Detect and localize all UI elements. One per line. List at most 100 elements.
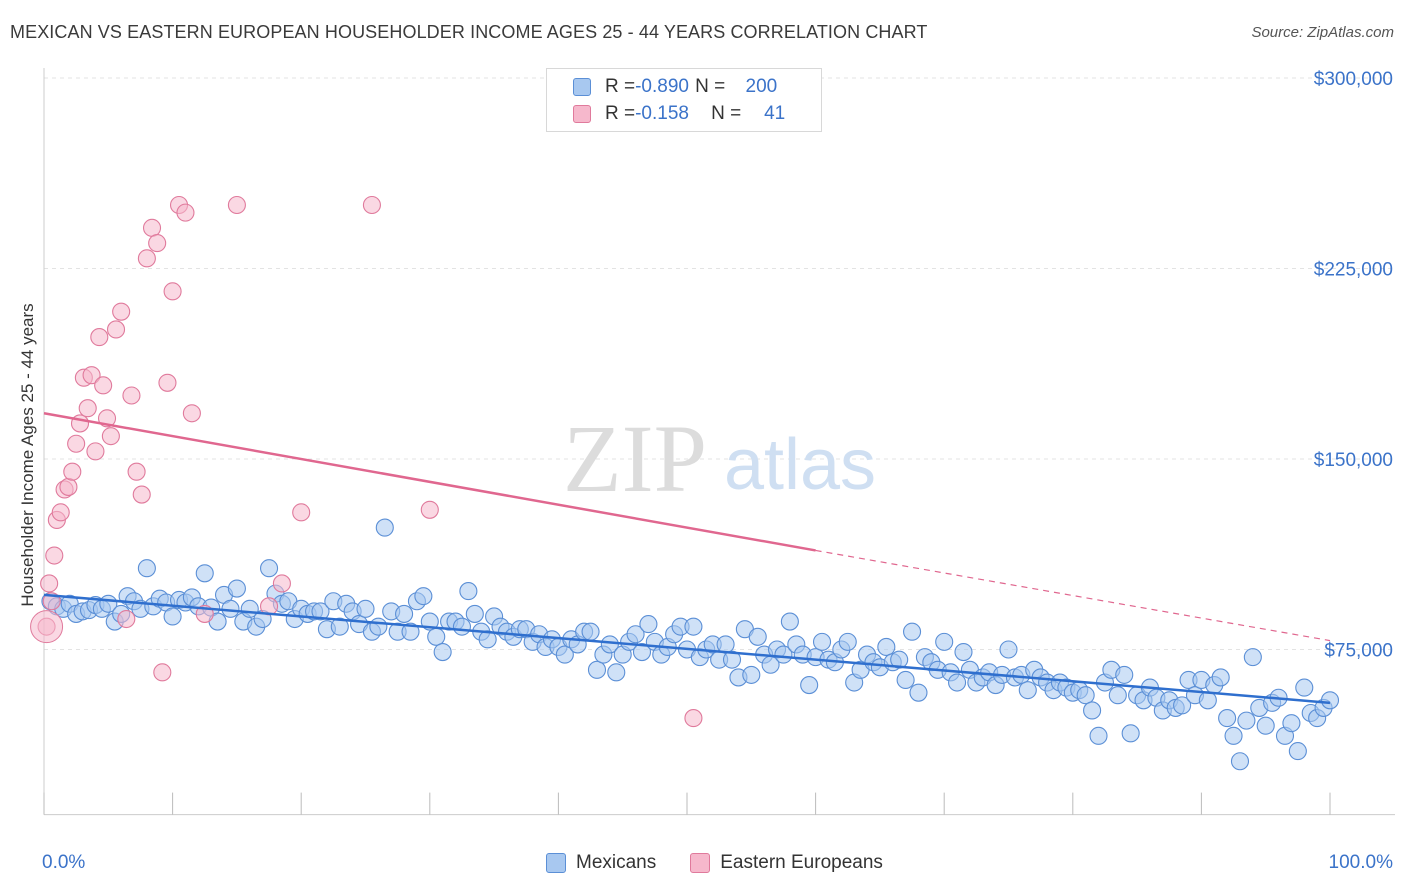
point-mexicans bbox=[877, 637, 896, 657]
trend-line-eastern-europeans bbox=[43, 412, 816, 552]
point-eastern-europeans bbox=[90, 328, 109, 347]
point-mexicans bbox=[1218, 709, 1237, 728]
point-eastern-europeans bbox=[86, 442, 105, 461]
legend-swatch-eastern-europeans bbox=[690, 853, 711, 873]
point-mexicans bbox=[1083, 701, 1102, 720]
point-eastern-europeans bbox=[112, 302, 131, 321]
y-tick-label: $150,000 bbox=[1314, 450, 1393, 471]
watermark-atlas: atlas bbox=[724, 425, 876, 505]
source-label: Source: ZipAtlas.com bbox=[1251, 24, 1394, 41]
point-mexicans bbox=[748, 627, 767, 646]
point-mexicans bbox=[1076, 686, 1095, 705]
point-mexicans bbox=[401, 622, 420, 641]
point-eastern-europeans bbox=[45, 546, 64, 565]
chart-title: MEXICAN VS EASTERN EUROPEAN HOUSEHOLDER … bbox=[10, 22, 928, 42]
point-mexicans bbox=[1089, 726, 1108, 745]
point-mexicans bbox=[375, 518, 394, 537]
point-mexicans bbox=[356, 599, 375, 618]
point-mexicans bbox=[812, 632, 832, 651]
point-mexicans bbox=[581, 622, 600, 641]
legend-r-label: R = bbox=[605, 103, 636, 124]
point-eastern-europeans bbox=[101, 427, 120, 446]
point-mexicans bbox=[1198, 691, 1217, 710]
point-eastern-europeans bbox=[158, 373, 177, 392]
y-tick-label: $225,000 bbox=[1314, 260, 1393, 281]
point-eastern-europeans bbox=[63, 462, 82, 481]
point-mexicans bbox=[1224, 726, 1243, 745]
point-mexicans bbox=[1211, 668, 1230, 687]
point-eastern-europeans bbox=[122, 386, 141, 405]
legend-r-value: -0.158 bbox=[635, 103, 689, 124]
point-mexicans bbox=[684, 617, 703, 636]
point-eastern-europeans-cluster bbox=[30, 610, 64, 644]
legend-n-value: 41 bbox=[764, 103, 786, 124]
stats-legend: R = -0.890 N = 200 R = -0.158 N = 41 bbox=[546, 68, 822, 132]
point-mexicans bbox=[427, 627, 446, 646]
point-mexicans bbox=[800, 676, 819, 695]
point-mexicans bbox=[607, 663, 626, 682]
y-tick-label: $75,000 bbox=[1324, 641, 1393, 662]
x-tick-label: 0.0% bbox=[42, 852, 85, 873]
point-mexicans bbox=[896, 670, 915, 690]
point-mexicans bbox=[330, 617, 349, 636]
point-eastern-europeans bbox=[176, 203, 195, 222]
point-mexicans bbox=[1295, 678, 1314, 697]
point-eastern-europeans bbox=[94, 376, 113, 395]
point-mexicans bbox=[465, 604, 484, 623]
y-axis-title: Householder Income Ages 25 - 44 years bbox=[18, 303, 37, 606]
point-mexicans bbox=[780, 612, 799, 631]
watermark-zip: ZIP bbox=[563, 405, 707, 512]
point-mexicans bbox=[478, 630, 497, 649]
point-mexicans bbox=[1256, 716, 1275, 735]
legend-item-mexicans[interactable]: Mexicans bbox=[546, 852, 656, 874]
point-mexicans bbox=[414, 587, 433, 606]
point-mexicans bbox=[1320, 691, 1340, 710]
legend-n-label: N = bbox=[695, 76, 726, 97]
point-eastern-europeans bbox=[142, 218, 162, 237]
axes bbox=[43, 68, 1395, 816]
point-mexicans bbox=[742, 665, 761, 684]
point-eastern-europeans bbox=[127, 462, 146, 481]
legend-item-eastern-europeans[interactable]: Eastern Europeans bbox=[690, 852, 883, 874]
point-mexicans bbox=[311, 602, 330, 621]
point-eastern-europeans bbox=[106, 320, 126, 339]
point-mexicans bbox=[999, 640, 1018, 659]
series-mexicans bbox=[41, 518, 1340, 771]
legend-n-label: N = bbox=[711, 103, 742, 124]
point-eastern-europeans bbox=[362, 195, 381, 215]
axis-labels: $75,000 $150,000 $225,000 $300,000 0.0% 100.0… bbox=[18, 69, 1393, 873]
point-mexicans bbox=[722, 650, 742, 669]
point-mexicans bbox=[587, 660, 607, 679]
point-mexicans bbox=[626, 625, 645, 644]
grid-lines bbox=[44, 77, 1395, 650]
legend-r-label: R = bbox=[605, 76, 636, 97]
series-legend: Mexicans Eastern Europeans bbox=[546, 852, 917, 874]
point-mexicans bbox=[909, 683, 928, 702]
point-mexicans bbox=[195, 564, 214, 583]
point-eastern-europeans bbox=[67, 434, 86, 453]
x-tick-label: 100.0% bbox=[1329, 852, 1394, 873]
legend-label-mexicans: Mexicans bbox=[576, 852, 657, 873]
point-mexicans bbox=[1115, 665, 1134, 684]
point-mexicans bbox=[639, 615, 658, 634]
point-mexicans bbox=[902, 622, 922, 641]
point-eastern-europeans bbox=[51, 503, 70, 522]
point-eastern-europeans bbox=[137, 249, 156, 268]
point-mexicans bbox=[1288, 742, 1307, 761]
point-eastern-europeans bbox=[227, 195, 246, 215]
legend-n-value: 200 bbox=[745, 76, 778, 97]
point-mexicans bbox=[1173, 696, 1192, 715]
point-mexicans bbox=[137, 559, 156, 578]
point-eastern-europeans bbox=[420, 500, 439, 519]
point-mexicans bbox=[259, 559, 279, 578]
point-mexicans bbox=[395, 604, 414, 623]
point-mexicans bbox=[1243, 648, 1262, 667]
point-eastern-europeans bbox=[40, 574, 59, 593]
legend-row-eastern-europeans: R = -0.158 N = 41 bbox=[573, 102, 785, 126]
point-mexicans bbox=[600, 635, 619, 654]
legend-swatch-mexicans bbox=[573, 78, 591, 96]
point-mexicans bbox=[1018, 681, 1037, 700]
point-eastern-europeans bbox=[132, 485, 151, 504]
point-mexicans bbox=[954, 642, 973, 662]
point-mexicans bbox=[774, 645, 793, 664]
